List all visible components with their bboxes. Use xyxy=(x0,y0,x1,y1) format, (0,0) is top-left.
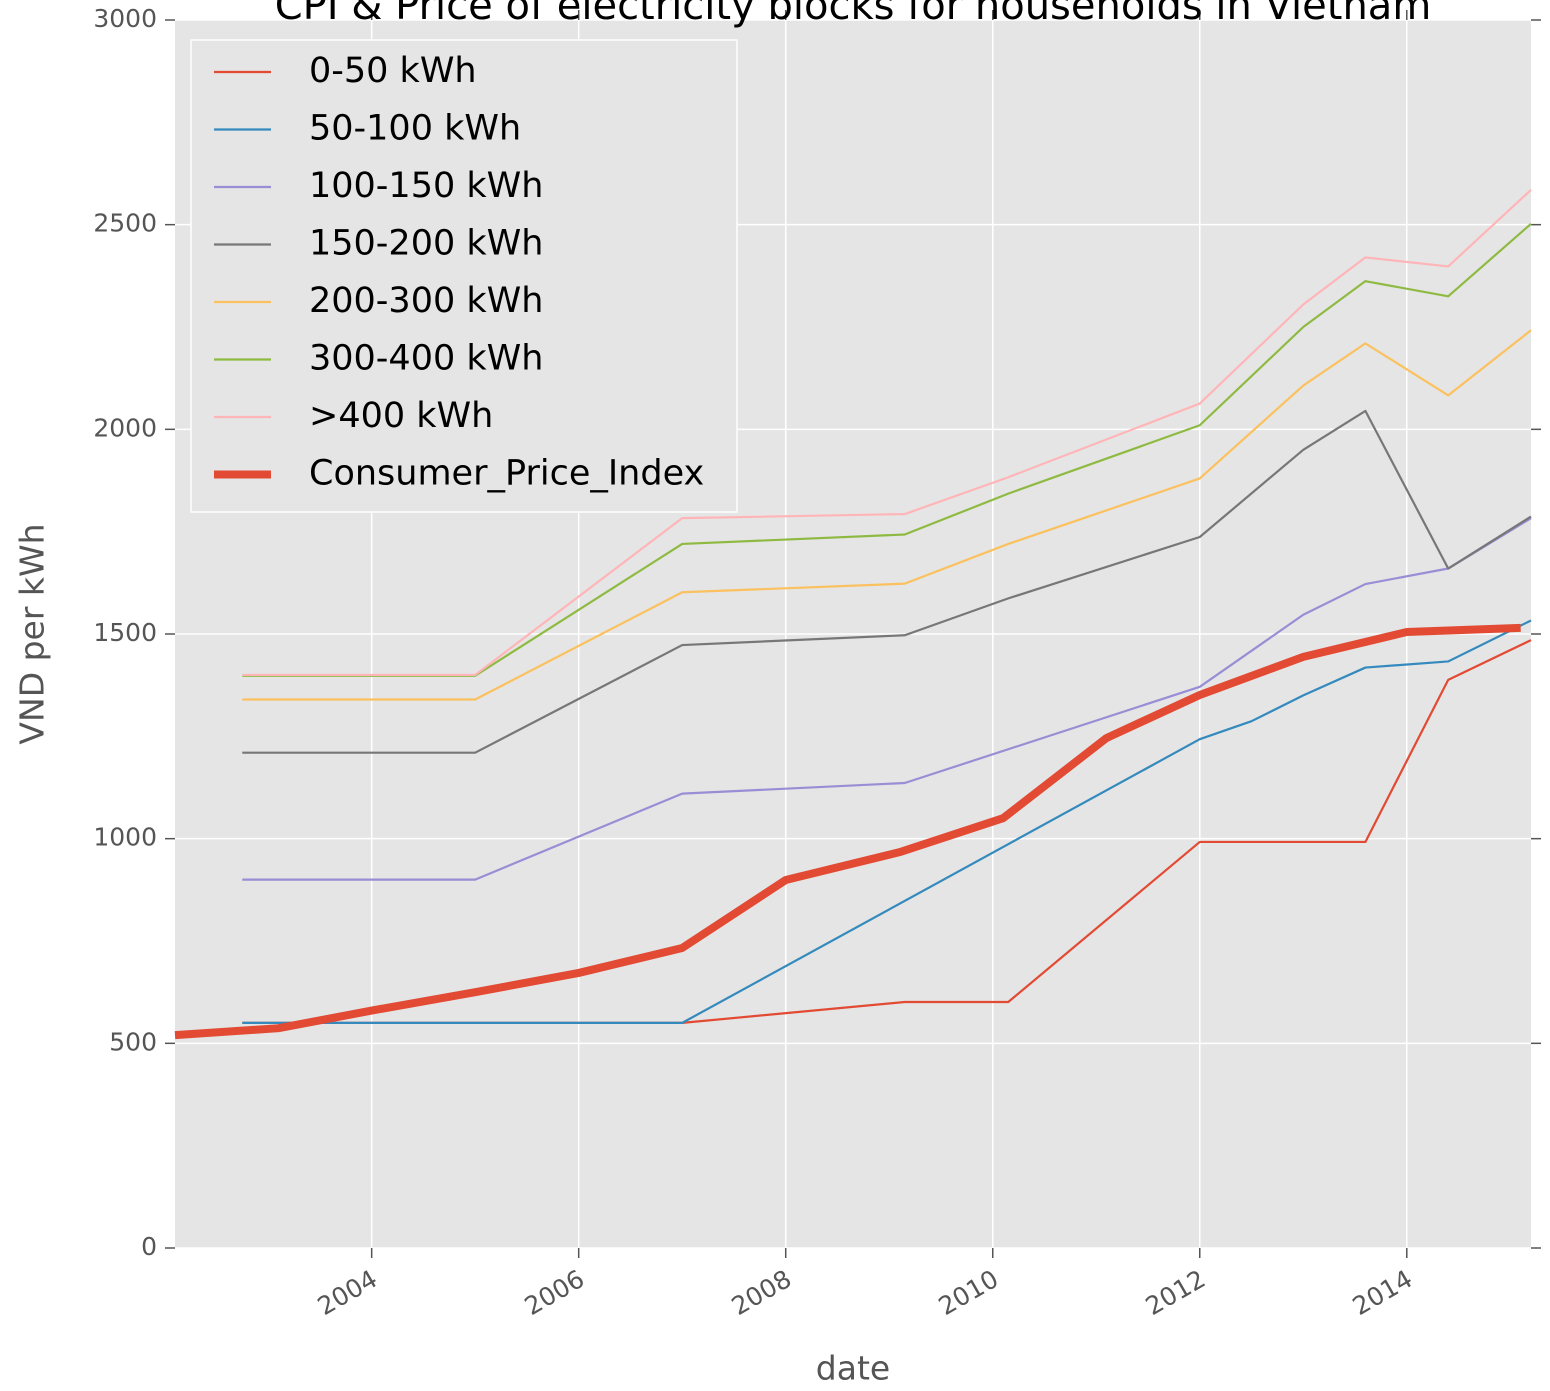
legend-label: 300-400 kWh xyxy=(309,339,543,379)
x-tick-label: 2014 xyxy=(1348,1264,1418,1321)
y-tick-label: 0 xyxy=(141,1232,157,1261)
legend-label: 200-300 kWh xyxy=(309,281,543,321)
series-line xyxy=(242,329,1532,701)
legend-box xyxy=(190,39,738,513)
lines xyxy=(174,189,1532,1040)
legend-label: 100-150 kWh xyxy=(309,166,543,206)
x-axis-label: date xyxy=(816,1349,890,1388)
y-axis-label: VND per kWh xyxy=(13,523,52,744)
legend-label: 0-50 kWh xyxy=(309,51,477,91)
y-tick-label: 1000 xyxy=(93,823,157,852)
series-line xyxy=(242,223,1532,677)
y-tick-label: 2000 xyxy=(93,413,157,442)
x-tick-label: 2006 xyxy=(520,1264,590,1321)
y-tick-label: 500 xyxy=(109,1027,157,1056)
legend: 0-50 kWh 50-100 kWh 100-150 kWh 150-200 kWh… xyxy=(190,39,738,513)
legend-label: 50-100 kWh xyxy=(309,109,521,149)
y-tick-label: 1500 xyxy=(93,618,157,647)
legend-label: 150-200 kWh xyxy=(309,224,543,264)
x-tick-label: 2004 xyxy=(313,1264,383,1321)
series-line xyxy=(242,517,1532,881)
x-tick-label: 2008 xyxy=(727,1264,797,1321)
x-tick-label: 2010 xyxy=(934,1264,1004,1321)
chart-title: CPI & Price of electricity blocks for ho… xyxy=(275,0,1432,29)
legend-label: Consumer_Price_Index xyxy=(309,454,704,494)
legend-label: >400 kWh xyxy=(309,396,493,436)
x-tick-label: 2012 xyxy=(1141,1264,1211,1321)
y-tick-label: 3000 xyxy=(93,4,157,33)
series-line xyxy=(242,409,1532,754)
series-line xyxy=(242,189,1532,677)
y-tick-label: 2500 xyxy=(93,209,157,238)
series-line xyxy=(242,619,1532,1024)
series-line xyxy=(174,623,1521,1040)
